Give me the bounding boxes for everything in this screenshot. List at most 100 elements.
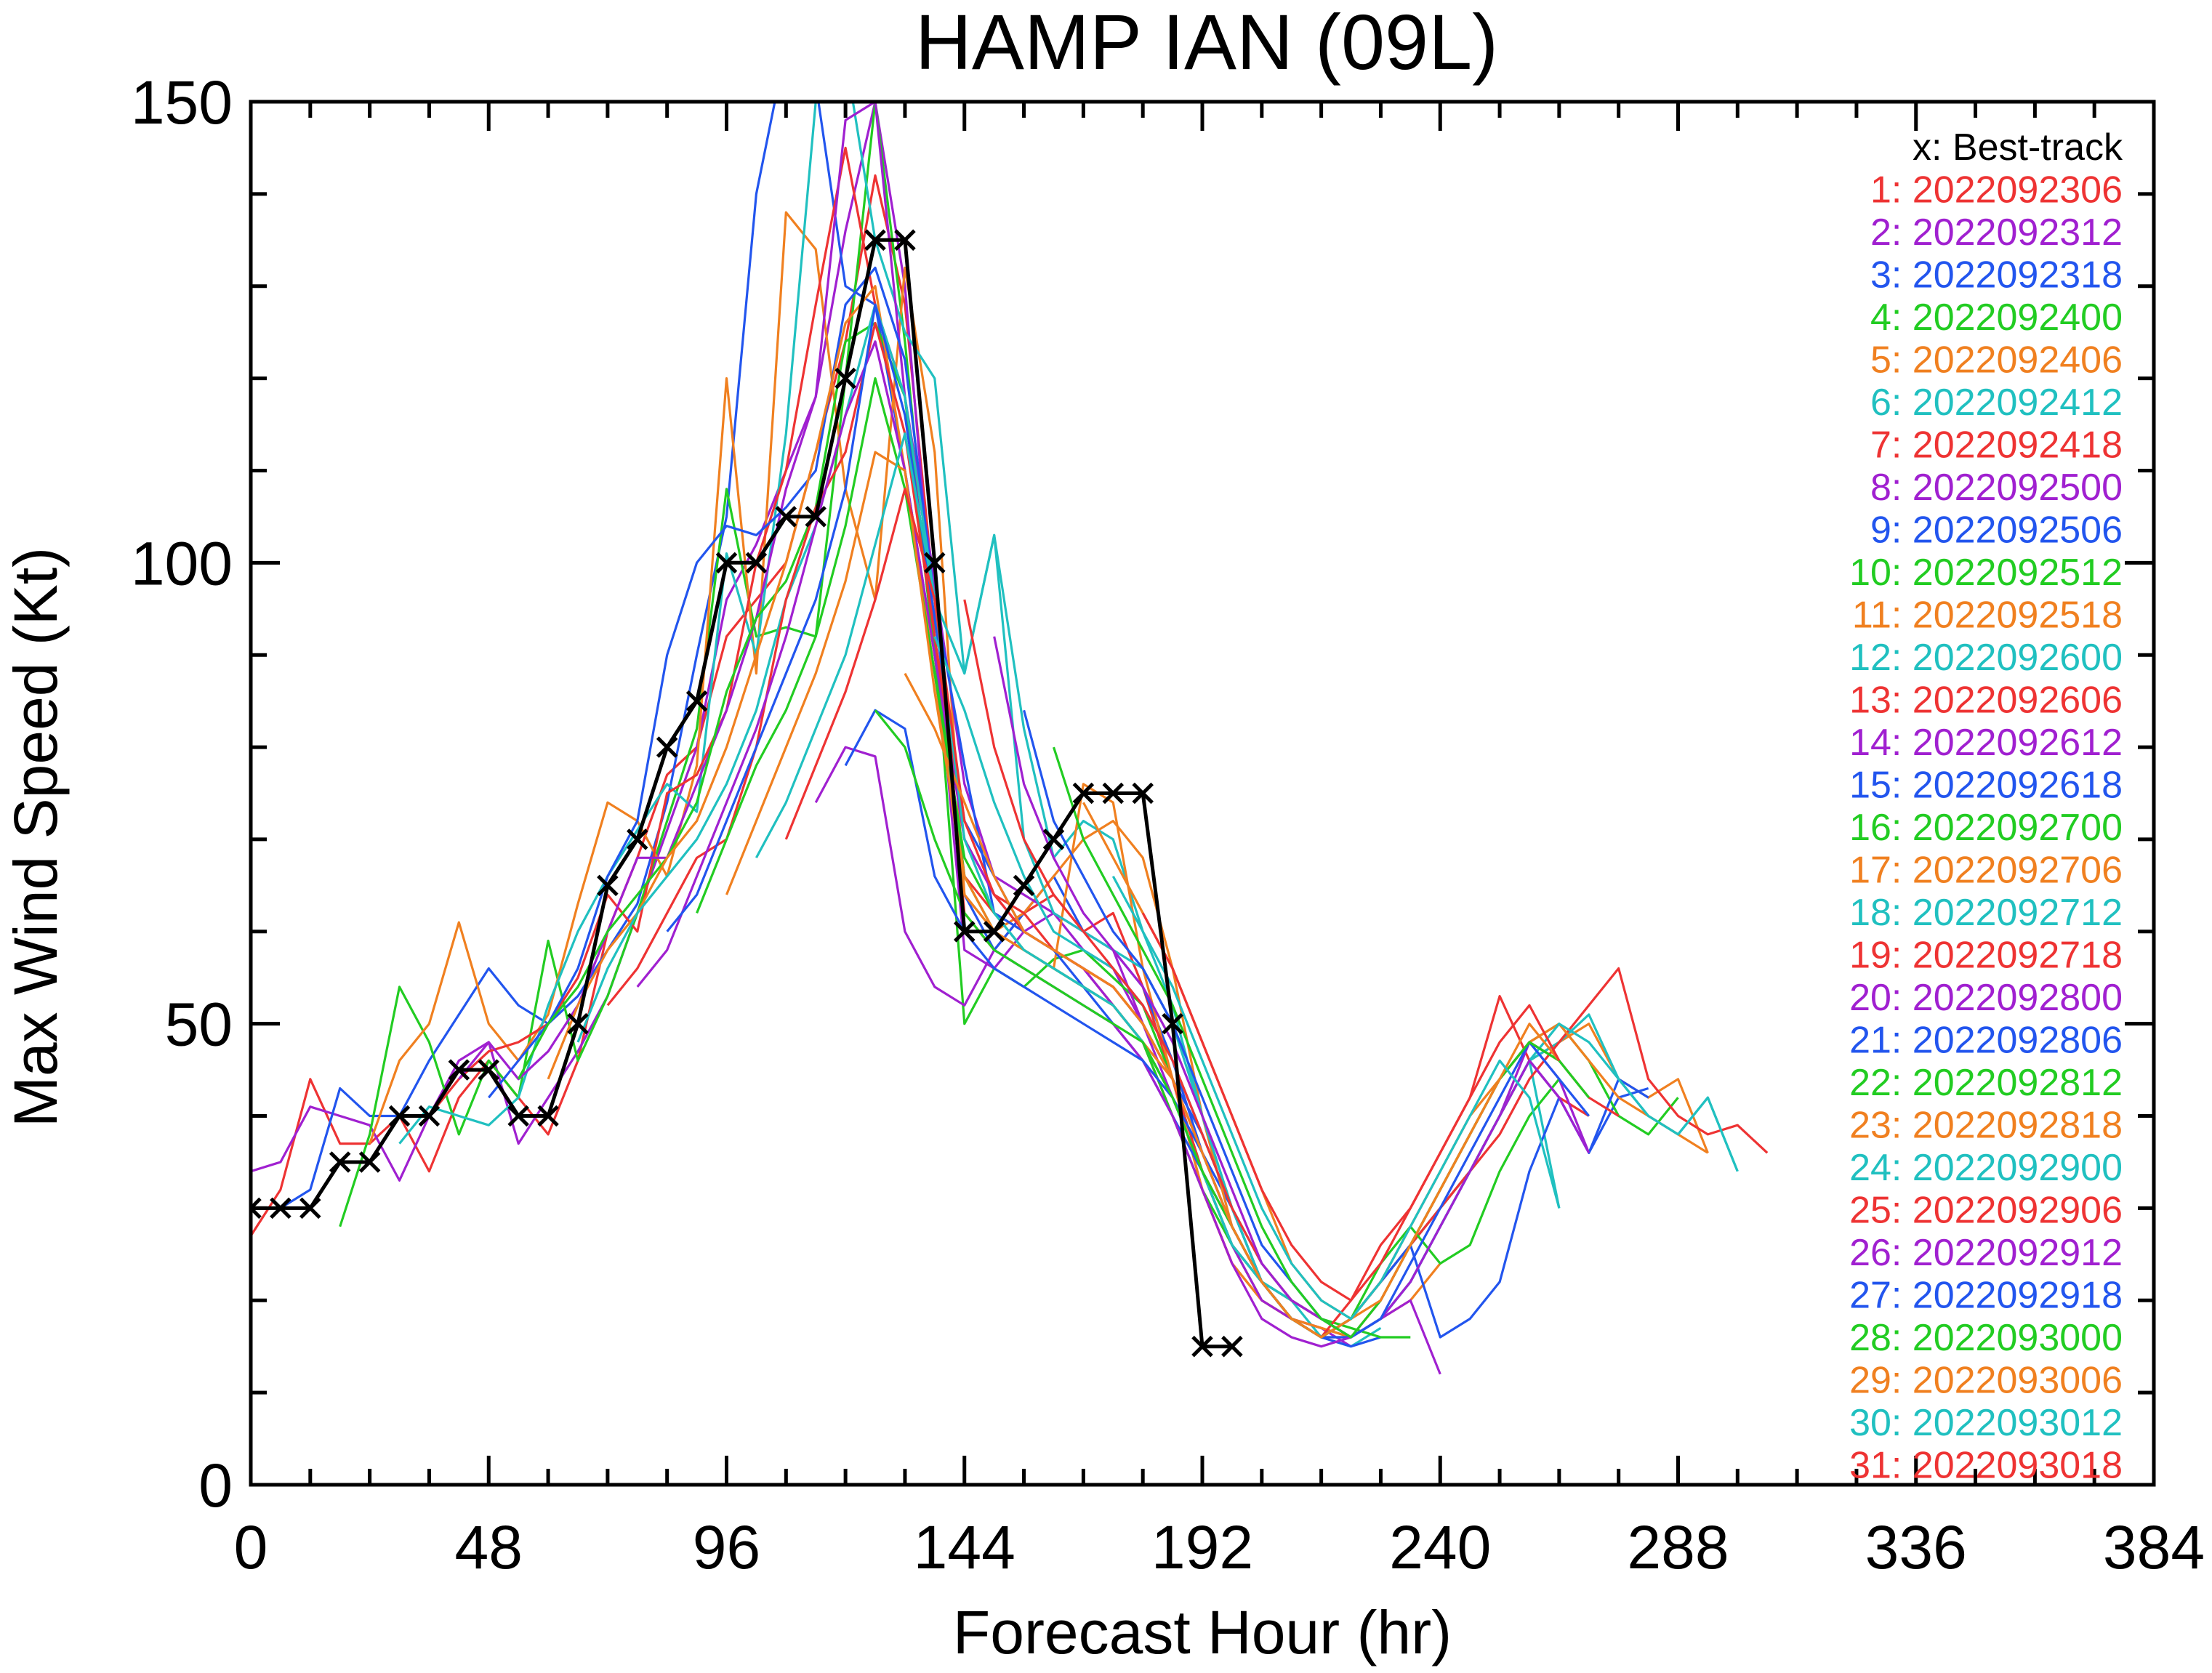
best-track-marker xyxy=(507,1105,529,1127)
best-track-marker xyxy=(1013,874,1035,897)
best-track-marker xyxy=(953,921,976,943)
plot-area: 0 48 96 144 192 240 288 336 384 0 50 100 150 xyxy=(131,68,2205,1581)
x-tick-label: 288 xyxy=(1627,1513,1729,1581)
x-tick-label: 96 xyxy=(693,1513,760,1581)
series-line-26 xyxy=(993,636,1590,1339)
legend-entry-23: 23: 2022092818 xyxy=(1849,1105,2123,1147)
best-track-marker xyxy=(1132,782,1154,805)
legend-entry-25: 25: 2022092906 xyxy=(1849,1190,2123,1232)
legend-entry-17: 17: 2022092706 xyxy=(1849,850,2123,892)
y-tick-label: 150 xyxy=(131,68,233,137)
legend-entry-16: 16: 2022092700 xyxy=(1849,807,2123,849)
best-track-marker xyxy=(388,1105,411,1127)
series-line-22 xyxy=(874,709,1561,1339)
legend-entry-26: 26: 2022092912 xyxy=(1849,1232,2123,1274)
series-line-2 xyxy=(251,102,1292,1302)
legend-entry-19: 19: 2022092718 xyxy=(1849,935,2123,977)
x-tick-label: 48 xyxy=(455,1513,523,1581)
x-tick-label: 144 xyxy=(914,1513,1015,1581)
best-track-marker xyxy=(775,506,797,528)
best-track-marker xyxy=(270,1197,291,1220)
series-line-9 xyxy=(488,266,1381,1348)
legend-entry-21: 21: 2022092806 xyxy=(1849,1020,2123,1062)
legend-entry-14: 14: 2022092612 xyxy=(1849,722,2123,764)
best-track-marker xyxy=(448,1059,470,1081)
best-track-marker xyxy=(864,229,886,251)
legend-entry-8: 8: 2022092500 xyxy=(1870,467,2123,509)
legend-entry-4: 4: 2022092400 xyxy=(1870,297,2123,339)
best-track-marker xyxy=(834,367,856,390)
y-tick-label: 100 xyxy=(131,529,233,597)
legend-entry-2: 2: 2022092312 xyxy=(1870,211,2123,254)
legend-best-track: x: Best-track xyxy=(1913,126,2123,169)
x-tick-label: 0 xyxy=(234,1513,268,1581)
series-line-17 xyxy=(725,451,1709,1339)
series-line-20 xyxy=(814,746,1441,1375)
legend-entry-18: 18: 2022092712 xyxy=(1849,892,2123,934)
legend-entry-28: 28: 2022093000 xyxy=(1849,1317,2123,1359)
legend-entry-3: 3: 2022092318 xyxy=(1870,254,2123,297)
best-track-marker xyxy=(745,552,768,574)
y-tick-label: 0 xyxy=(198,1451,233,1520)
best-track-marker xyxy=(715,552,738,574)
best-track-marker xyxy=(478,1059,500,1081)
legend-entry-11: 11: 2022092518 xyxy=(1852,594,2123,637)
best-track-marker xyxy=(567,1012,589,1035)
series-line-11 xyxy=(547,285,1441,1339)
x-tick-label: 240 xyxy=(1389,1513,1491,1581)
legend-entry-6: 6: 2022092412 xyxy=(1870,382,2123,424)
legend-entry-1: 1: 2022092306 xyxy=(1870,169,2123,211)
series-line-25 xyxy=(963,599,1620,1339)
x-tick-label: 384 xyxy=(2103,1513,2205,1581)
legend-entry-15: 15: 2022092618 xyxy=(1849,765,2123,807)
series-line-27 xyxy=(1023,709,1590,1339)
best-track-marker xyxy=(805,506,827,528)
legend-entry-29: 29: 2022093006 xyxy=(1849,1360,2123,1402)
legend-entry-5: 5: 2022092406 xyxy=(1870,339,2123,382)
legend-entry-24: 24: 2022092900 xyxy=(1849,1147,2123,1189)
best-track-marker xyxy=(627,829,648,850)
y-tick-label: 50 xyxy=(165,991,233,1059)
x-tick-label: 192 xyxy=(1151,1513,1253,1581)
legend-entry-10: 10: 2022092512 xyxy=(1849,552,2123,594)
best-track-marker xyxy=(656,736,678,758)
legend-entry-7: 7: 2022092418 xyxy=(1870,424,2123,467)
best-track-marker xyxy=(299,1197,321,1220)
best-track-marker xyxy=(983,921,1005,943)
legend-entry-30: 30: 2022093012 xyxy=(1849,1402,2123,1444)
best-track-marker xyxy=(597,874,619,897)
series-line-31 xyxy=(1141,912,1561,1302)
best-track-marker xyxy=(537,1105,559,1127)
legend-entry-27: 27: 2022092918 xyxy=(1849,1275,2123,1317)
best-track-marker xyxy=(924,552,946,574)
best-track-marker xyxy=(329,1151,351,1173)
best-track-marker xyxy=(1221,1335,1243,1358)
legend-entry-22: 22: 2022092812 xyxy=(1849,1062,2123,1104)
series-line-30 xyxy=(1111,875,1561,1321)
legend-entry-13: 13: 2022092606 xyxy=(1849,680,2123,722)
chart-title: HAMP IAN (09L) xyxy=(915,0,1498,86)
best-track-marker xyxy=(685,690,708,712)
best-track-marker xyxy=(1072,782,1095,805)
legend-entry-20: 20: 2022092800 xyxy=(1849,977,2123,1019)
best-track-line xyxy=(251,238,1232,1349)
series-line-1 xyxy=(251,174,1234,1265)
best-track-marker xyxy=(1191,1335,1213,1358)
y-axis-title: Max Wind Speed (Kt) xyxy=(1,547,70,1127)
best-track-marker xyxy=(251,1197,262,1220)
best-track-marker xyxy=(894,229,916,251)
x-axis-title: Forecast Hour (hr) xyxy=(953,1598,1452,1666)
legend-entry-12: 12: 2022092600 xyxy=(1849,637,2123,679)
series-line-12 xyxy=(576,303,1561,1339)
best-track-marker xyxy=(418,1105,441,1127)
series-line-4 xyxy=(339,102,1322,1339)
best-track-marker xyxy=(1042,829,1065,850)
series-line-23 xyxy=(904,672,1709,1339)
series-line-3 xyxy=(280,102,1292,1320)
series-line-18 xyxy=(755,432,1739,1339)
best-track-marker xyxy=(358,1151,381,1173)
x-tick-label: 336 xyxy=(1865,1513,1967,1581)
